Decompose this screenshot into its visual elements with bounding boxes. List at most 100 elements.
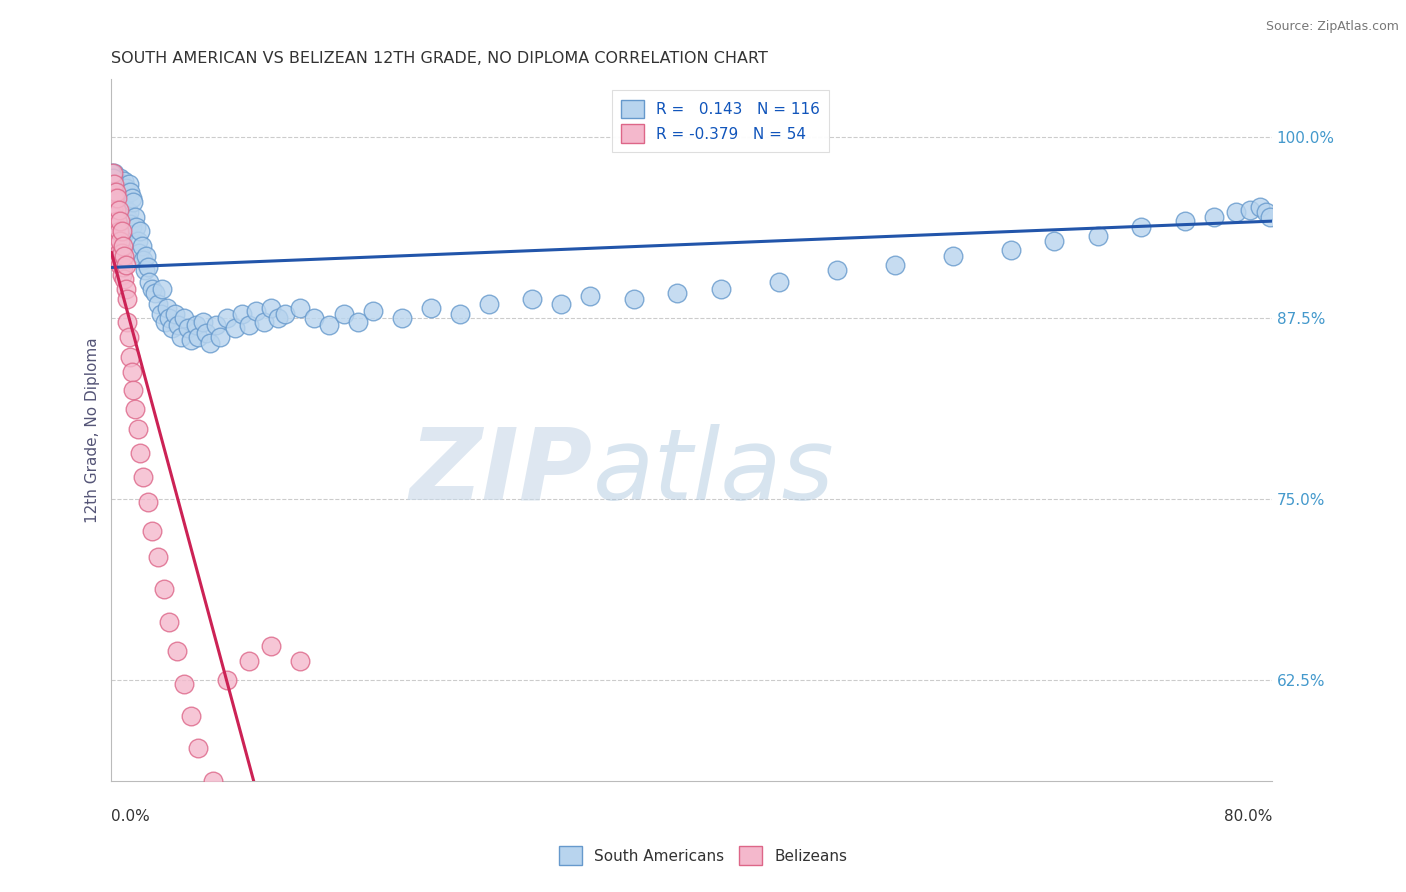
Point xyxy=(120,185,142,199)
Point xyxy=(520,292,543,306)
Point xyxy=(166,644,188,658)
Point xyxy=(184,318,207,333)
Point xyxy=(136,495,159,509)
Point xyxy=(288,654,311,668)
Point xyxy=(152,582,174,596)
Point xyxy=(118,177,141,191)
Point xyxy=(105,235,128,249)
Point xyxy=(121,191,143,205)
Point xyxy=(143,286,166,301)
Point xyxy=(117,210,139,224)
Point xyxy=(1130,219,1153,234)
Point xyxy=(111,260,134,275)
Point xyxy=(101,170,124,185)
Point xyxy=(111,238,134,252)
Point xyxy=(108,210,131,224)
Legend: R =   0.143   N = 116, R = -0.379   N = 54: R = 0.143 N = 116, R = -0.379 N = 54 xyxy=(612,90,830,153)
Point xyxy=(111,181,134,195)
Point xyxy=(114,191,136,205)
Point xyxy=(187,330,209,344)
Point xyxy=(768,275,790,289)
Point xyxy=(124,210,146,224)
Point xyxy=(115,181,138,195)
Text: ZIP: ZIP xyxy=(411,424,593,521)
Point xyxy=(110,231,132,245)
Point xyxy=(238,318,260,333)
Point xyxy=(117,185,139,199)
Point xyxy=(105,253,128,268)
Text: atlas: atlas xyxy=(593,424,835,521)
Point xyxy=(105,210,128,224)
Point xyxy=(217,311,239,326)
Point xyxy=(666,286,689,301)
Point xyxy=(100,177,122,191)
Point xyxy=(180,709,202,723)
Point xyxy=(101,166,124,180)
Point xyxy=(449,307,471,321)
Point xyxy=(129,445,152,459)
Point xyxy=(162,321,184,335)
Point xyxy=(136,260,159,275)
Point xyxy=(201,774,224,789)
Point xyxy=(115,282,138,296)
Point xyxy=(108,235,131,249)
Point xyxy=(1202,210,1225,224)
Point xyxy=(1174,214,1197,228)
Point xyxy=(1043,235,1066,249)
Text: Source: ZipAtlas.com: Source: ZipAtlas.com xyxy=(1265,20,1399,33)
Point xyxy=(477,296,499,310)
Point xyxy=(105,191,128,205)
Point xyxy=(173,311,195,326)
Point xyxy=(103,210,125,224)
Point xyxy=(107,173,129,187)
Point xyxy=(623,292,645,306)
Point xyxy=(167,318,190,333)
Point xyxy=(1254,205,1277,219)
Point xyxy=(114,272,136,286)
Point xyxy=(138,275,160,289)
Point xyxy=(101,191,124,205)
Point xyxy=(550,296,572,310)
Point xyxy=(1087,228,1109,243)
Point xyxy=(103,185,125,199)
Point xyxy=(170,330,193,344)
Point xyxy=(288,301,311,315)
Point xyxy=(110,177,132,191)
Point xyxy=(173,677,195,691)
Point xyxy=(103,191,125,205)
Point xyxy=(132,470,155,484)
Point xyxy=(117,315,139,329)
Point xyxy=(125,219,148,234)
Point xyxy=(120,217,142,231)
Point xyxy=(245,303,267,318)
Point xyxy=(153,315,176,329)
Point xyxy=(347,315,370,329)
Text: 80.0%: 80.0% xyxy=(1223,809,1272,824)
Point xyxy=(129,224,152,238)
Point xyxy=(146,296,169,310)
Point xyxy=(127,422,149,436)
Point xyxy=(131,238,153,252)
Point xyxy=(238,654,260,668)
Point xyxy=(110,224,132,238)
Point xyxy=(710,282,733,296)
Point xyxy=(124,402,146,417)
Point xyxy=(217,673,239,687)
Point xyxy=(103,166,125,180)
Point xyxy=(165,307,187,321)
Point xyxy=(114,249,136,263)
Point xyxy=(105,191,128,205)
Point xyxy=(108,214,131,228)
Point xyxy=(209,330,232,344)
Point xyxy=(101,202,124,217)
Text: SOUTH AMERICAN VS BELIZEAN 12TH GRADE, NO DIPLOMA CORRELATION CHART: SOUTH AMERICAN VS BELIZEAN 12TH GRADE, N… xyxy=(111,51,768,66)
Point xyxy=(103,224,125,238)
Point xyxy=(108,170,131,185)
Point xyxy=(177,321,200,335)
Point xyxy=(108,258,131,272)
Point xyxy=(110,268,132,282)
Point xyxy=(107,185,129,199)
Point xyxy=(224,321,246,335)
Point xyxy=(104,202,127,217)
Point xyxy=(159,311,181,326)
